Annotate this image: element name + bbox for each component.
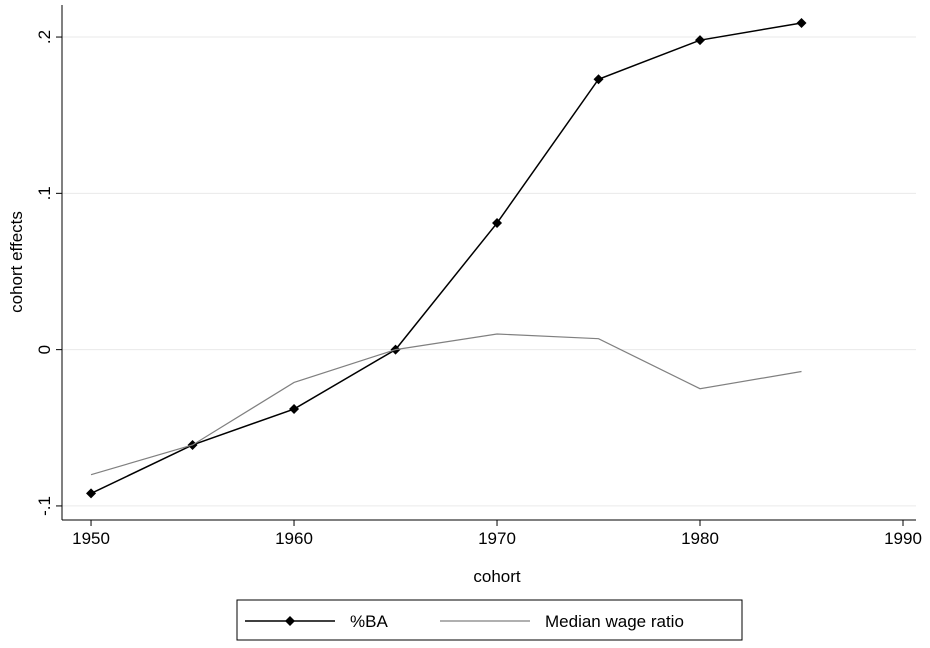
marker bbox=[695, 35, 706, 46]
legend-label: %BA bbox=[350, 612, 388, 631]
legend-label: Median wage ratio bbox=[545, 612, 684, 631]
series-line bbox=[90, 22, 802, 495]
legend-marker bbox=[285, 616, 295, 626]
marker bbox=[492, 218, 503, 229]
marker bbox=[593, 74, 604, 85]
legend-box bbox=[236, 599, 743, 641]
x-tick-label: 1960 bbox=[275, 529, 313, 548]
x-tick-label: 1970 bbox=[478, 529, 516, 548]
x-tick-label: 1950 bbox=[72, 529, 110, 548]
y-tick-label: 0 bbox=[35, 345, 54, 354]
y-axis-title: cohort effects bbox=[7, 211, 26, 313]
x-axis-title: cohort bbox=[473, 567, 521, 586]
y-tick-label: -.1 bbox=[35, 496, 54, 516]
y-tick-label: .1 bbox=[35, 186, 54, 200]
marker bbox=[86, 488, 97, 499]
marker bbox=[796, 17, 807, 28]
x-tick-label: 1980 bbox=[681, 529, 719, 548]
y-tick-label: .2 bbox=[35, 30, 54, 44]
x-tick-label: 1990 bbox=[884, 529, 922, 548]
marker bbox=[289, 404, 300, 415]
series-line bbox=[90, 333, 802, 476]
